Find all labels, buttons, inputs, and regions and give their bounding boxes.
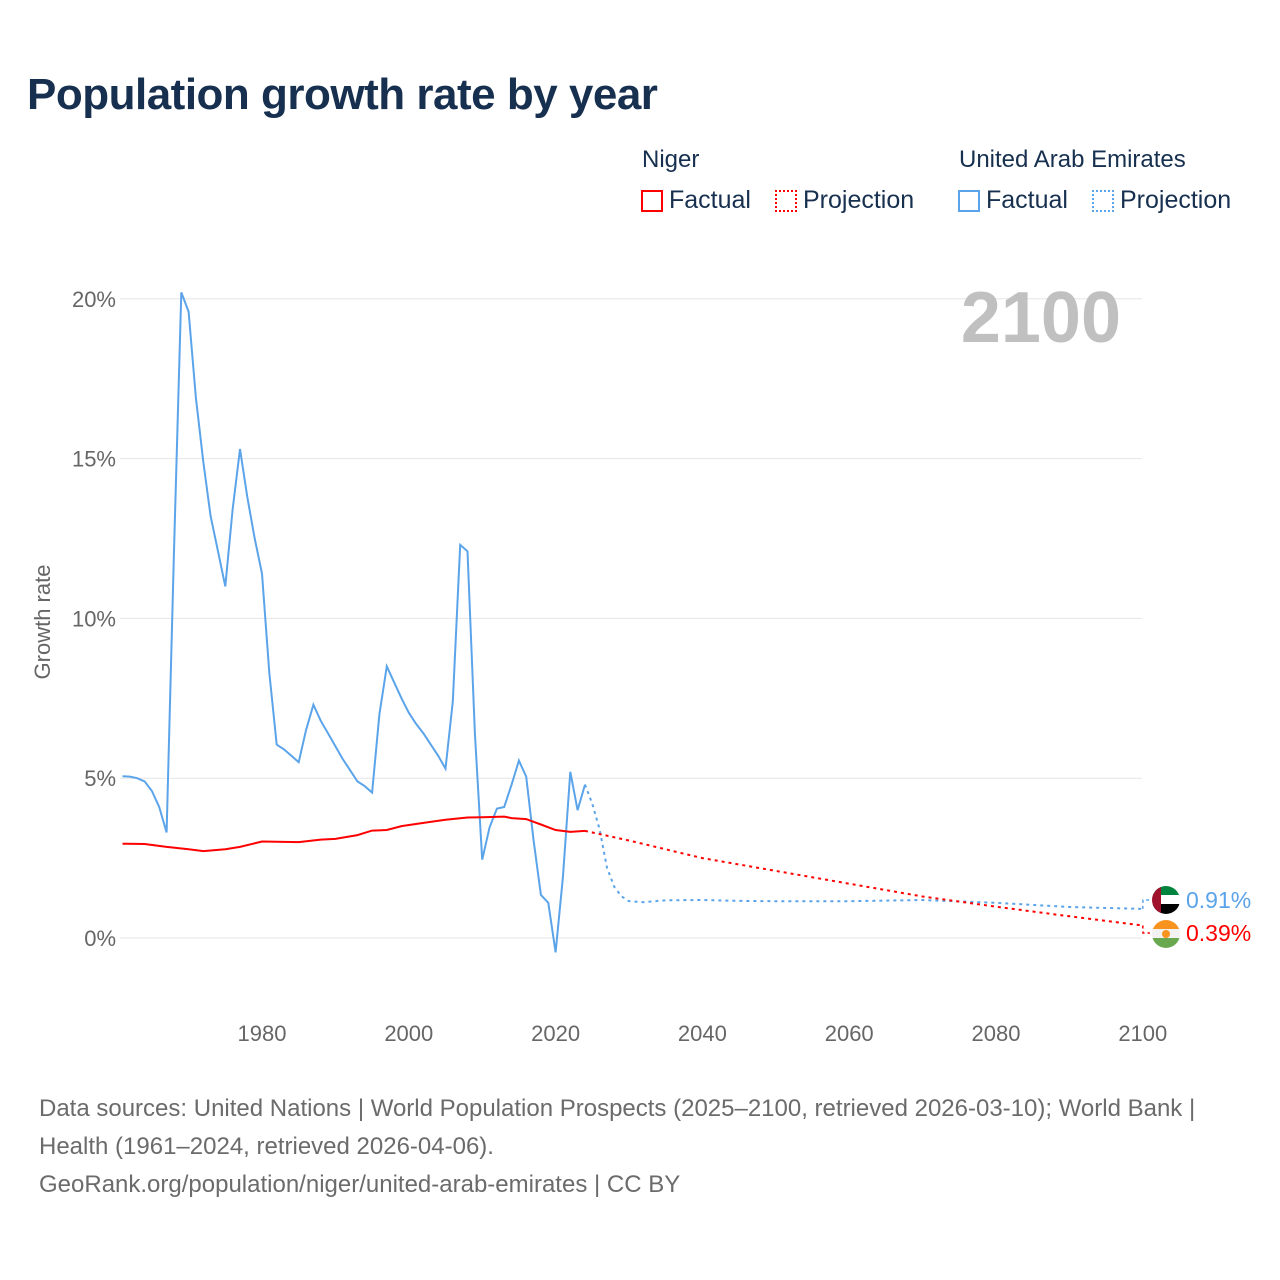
legend-label: Projection [1120,186,1232,214]
line-chart: 0% 5% 10% 15% 20% 1980 2000 2020 2040 2060 2080 210… [30,278,1251,1046]
year-label: 2100 [961,278,1121,358]
legend-label: Factual [669,186,751,214]
series-niger-projection-line [584,829,1143,927]
y-tick-label: 5% [84,766,116,791]
legend-title-uae: United Arab Emirates [959,146,1186,173]
uae-end-connector [1142,899,1150,909]
legend-swatch-solid [641,189,663,212]
legend-label: Projection [803,186,915,214]
legend-swatch-solid [958,189,980,212]
legend-niger-projection[interactable]: Projection [775,186,914,215]
legend-title-niger: Niger [642,146,700,173]
series-uae-projection-line [584,784,1143,910]
footer: Data sources: United Nations | World Pop… [39,1090,1239,1204]
legend-swatch-dotted [1092,189,1114,212]
y-tick-label: 0% [84,926,116,951]
niger-end-connector [1142,925,1150,934]
data-sources: Data sources: United Nations | World Pop… [39,1095,1196,1160]
x-tick-label: 2000 [384,1021,433,1046]
y-tick-label: 15% [72,447,116,472]
series-niger-factual-line [122,815,586,853]
y-axis-label: Growth rate [30,565,55,680]
x-tick-label: 2100 [1118,1021,1167,1046]
y-tick-label: 10% [72,606,116,631]
page-title: Population growth rate by year [27,70,658,119]
uae-end-value: 0.91% [1186,887,1251,913]
x-tick-label: 2020 [531,1021,580,1046]
series-uae-factual-line [122,292,586,953]
legend-uae-projection[interactable]: Projection [1092,186,1231,215]
niger-end-value: 0.39% [1186,920,1251,946]
uae-flag-icon [1152,886,1180,914]
x-tick-label: 2060 [825,1021,874,1046]
y-tick-label: 20% [72,287,116,312]
legend-label: Factual [986,186,1068,214]
legend-uae-factual[interactable]: Factual [958,186,1068,215]
legend-niger-factual[interactable]: Factual [641,186,751,215]
credit-link[interactable]: GeoRank.org/population/niger/united-arab… [39,1171,681,1198]
x-tick-label: 2040 [678,1021,727,1046]
x-tick-label: 1980 [238,1021,287,1046]
x-tick-label: 2080 [972,1021,1021,1046]
legend-swatch-dotted [775,189,797,212]
niger-flag-icon [1152,920,1180,948]
